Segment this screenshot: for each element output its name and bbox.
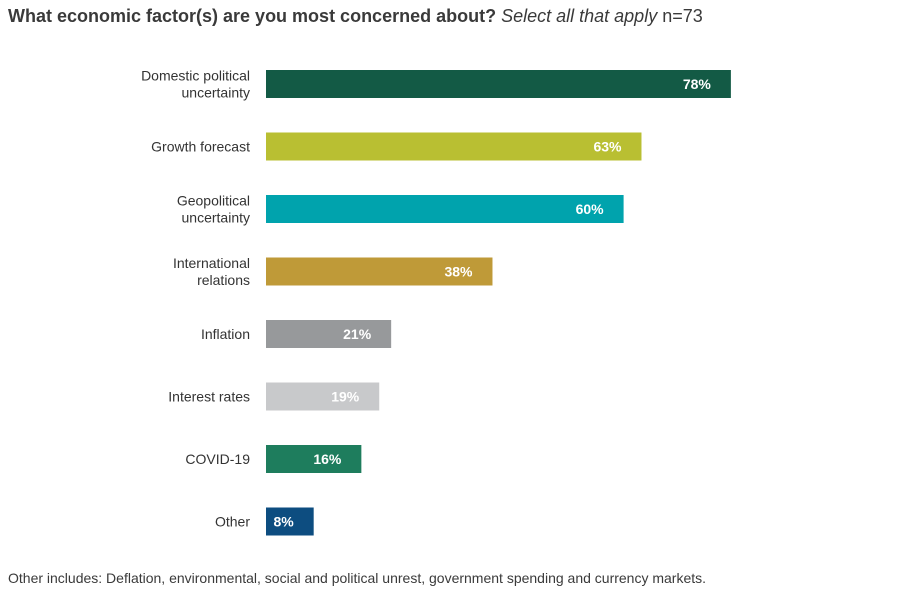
category-label-5: Interest rates <box>168 389 250 405</box>
data-label-4: 21% <box>343 326 372 342</box>
bar-7 <box>266 507 314 536</box>
data-label-6: 16% <box>313 451 342 467</box>
category-label-line: Inflation <box>201 326 250 342</box>
category-label-3: International relations <box>173 255 250 288</box>
data-label-1: 63% <box>593 139 622 155</box>
category-label-line: uncertainty <box>182 85 250 101</box>
category-label-0: Domestic political uncertainty <box>141 68 250 101</box>
category-label-line: Growth forecast <box>151 139 250 155</box>
data-label-7: 8% <box>273 514 294 530</box>
footnote: Other includes: Deflation, environmental… <box>8 570 707 586</box>
category-label-line: International <box>173 255 250 271</box>
category-label-4: Inflation <box>201 326 250 342</box>
title-sample-size: n=73 <box>662 6 703 26</box>
bar-4 <box>266 320 392 348</box>
chart-title: What economic factor(s) are you most con… <box>8 6 703 27</box>
category-label-2: Geopolitical uncertainty <box>177 193 250 226</box>
category-label-line: uncertainty <box>182 210 250 226</box>
data-label-0: 78% <box>683 76 712 92</box>
title-instruction: Select all that apply <box>501 6 658 26</box>
bar-5 <box>266 382 380 411</box>
data-label-2: 60% <box>576 201 605 217</box>
category-label-line: Domestic political <box>141 68 250 84</box>
bar-0 <box>266 70 731 98</box>
category-label-line: Interest rates <box>168 389 250 405</box>
bar-6 <box>266 445 362 473</box>
category-label-line: COVID-19 <box>185 451 250 467</box>
category-label-line: Geopolitical <box>177 193 250 209</box>
bar-2 <box>266 195 624 223</box>
title-question: What economic factor(s) are you most con… <box>8 6 497 26</box>
bar-3 <box>266 257 493 286</box>
data-label-5: 19% <box>331 389 360 405</box>
category-label-1: Growth forecast <box>151 139 250 155</box>
category-label-line: Other <box>215 514 250 530</box>
category-label-6: COVID-19 <box>185 451 250 467</box>
category-label-line: relations <box>197 272 250 288</box>
category-label-7: Other <box>215 514 250 530</box>
bar-1 <box>266 132 642 161</box>
data-label-3: 38% <box>444 264 473 280</box>
